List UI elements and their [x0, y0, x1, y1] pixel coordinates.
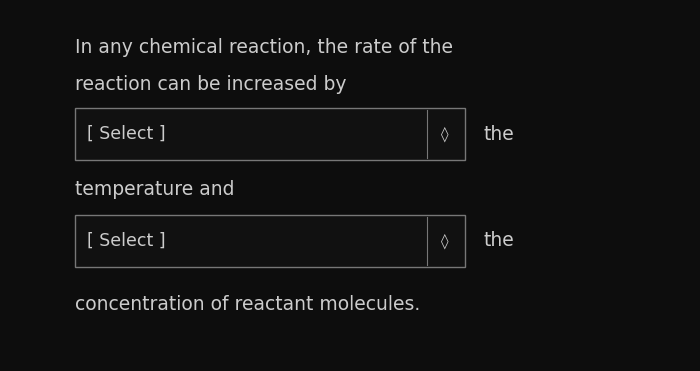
FancyBboxPatch shape: [75, 108, 465, 160]
Text: [ Select ]: [ Select ]: [87, 232, 166, 250]
Text: In any chemical reaction, the rate of the: In any chemical reaction, the rate of th…: [75, 38, 453, 57]
Text: [ Select ]: [ Select ]: [87, 125, 166, 143]
Text: ◊: ◊: [441, 126, 449, 142]
Text: ◊: ◊: [441, 233, 449, 249]
Text: the: the: [483, 125, 514, 144]
Text: concentration of reactant molecules.: concentration of reactant molecules.: [75, 295, 420, 314]
Text: the: the: [483, 232, 514, 250]
Text: reaction can be increased by: reaction can be increased by: [75, 75, 346, 94]
FancyBboxPatch shape: [75, 215, 465, 267]
Text: temperature and: temperature and: [75, 180, 234, 199]
